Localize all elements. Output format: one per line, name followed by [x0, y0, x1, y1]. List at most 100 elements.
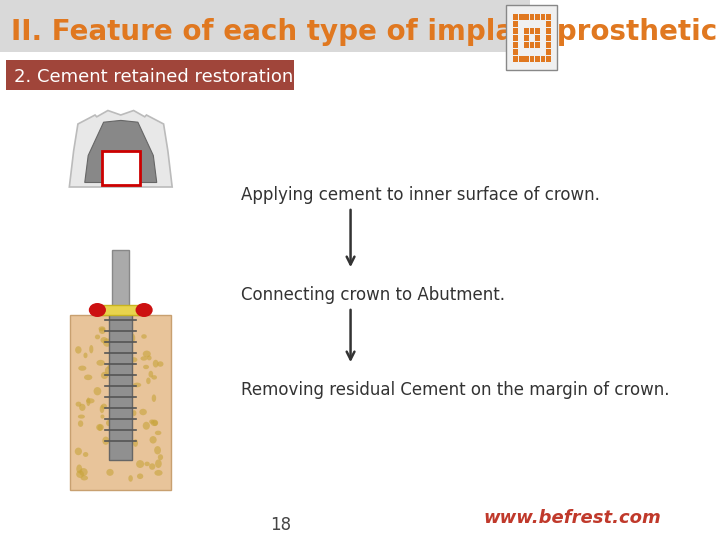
Ellipse shape: [103, 339, 111, 347]
Ellipse shape: [78, 415, 85, 419]
Ellipse shape: [158, 454, 163, 460]
Ellipse shape: [127, 430, 132, 439]
Ellipse shape: [83, 452, 89, 457]
FancyBboxPatch shape: [513, 42, 518, 48]
Ellipse shape: [96, 360, 105, 366]
FancyBboxPatch shape: [546, 56, 551, 62]
Ellipse shape: [105, 367, 112, 375]
Ellipse shape: [101, 337, 107, 343]
Ellipse shape: [75, 448, 82, 455]
FancyBboxPatch shape: [524, 28, 529, 34]
Ellipse shape: [135, 303, 153, 317]
Polygon shape: [85, 120, 157, 183]
Text: II. Feature of each type of implant prosthetic: II. Feature of each type of implant pros…: [11, 18, 717, 46]
FancyBboxPatch shape: [513, 35, 518, 41]
FancyBboxPatch shape: [530, 56, 534, 62]
Polygon shape: [102, 151, 140, 185]
Ellipse shape: [75, 346, 81, 354]
Ellipse shape: [120, 350, 129, 357]
Ellipse shape: [121, 389, 125, 394]
Ellipse shape: [102, 436, 109, 445]
FancyBboxPatch shape: [535, 28, 540, 34]
Ellipse shape: [97, 424, 103, 431]
Ellipse shape: [84, 353, 88, 358]
Ellipse shape: [143, 365, 149, 369]
FancyBboxPatch shape: [541, 56, 545, 62]
FancyBboxPatch shape: [524, 14, 529, 20]
Ellipse shape: [153, 420, 158, 426]
Ellipse shape: [150, 420, 158, 426]
FancyBboxPatch shape: [541, 14, 545, 20]
FancyBboxPatch shape: [546, 28, 551, 34]
FancyBboxPatch shape: [546, 49, 551, 55]
Ellipse shape: [154, 470, 163, 476]
Ellipse shape: [96, 424, 104, 431]
Ellipse shape: [121, 358, 125, 367]
Ellipse shape: [125, 330, 132, 335]
Ellipse shape: [149, 463, 156, 470]
FancyBboxPatch shape: [99, 305, 143, 315]
Ellipse shape: [141, 334, 147, 339]
FancyBboxPatch shape: [112, 250, 130, 310]
FancyBboxPatch shape: [524, 42, 529, 48]
FancyBboxPatch shape: [535, 56, 540, 62]
Ellipse shape: [78, 420, 84, 427]
Ellipse shape: [125, 327, 130, 334]
Ellipse shape: [130, 334, 135, 342]
Ellipse shape: [130, 357, 138, 362]
FancyBboxPatch shape: [535, 14, 540, 20]
Polygon shape: [69, 111, 172, 187]
Ellipse shape: [147, 355, 152, 360]
FancyBboxPatch shape: [524, 56, 529, 62]
Ellipse shape: [89, 303, 106, 317]
Ellipse shape: [146, 377, 150, 384]
Text: Removing residual Cement on the margin of crown.: Removing residual Cement on the margin o…: [241, 381, 670, 399]
FancyBboxPatch shape: [109, 310, 132, 460]
FancyBboxPatch shape: [530, 14, 534, 20]
Text: 2. Cement retained restoration: 2. Cement retained restoration: [14, 68, 293, 86]
FancyBboxPatch shape: [513, 21, 518, 27]
Ellipse shape: [79, 468, 88, 476]
Ellipse shape: [99, 326, 105, 331]
Ellipse shape: [120, 429, 125, 438]
FancyBboxPatch shape: [546, 14, 551, 20]
Text: Applying cement to inner surface of crown.: Applying cement to inner surface of crow…: [241, 186, 600, 204]
FancyBboxPatch shape: [546, 42, 551, 48]
Ellipse shape: [127, 323, 132, 330]
Ellipse shape: [155, 430, 161, 435]
Text: Connecting crown to Abutment.: Connecting crown to Abutment.: [241, 286, 505, 304]
FancyBboxPatch shape: [530, 42, 534, 48]
Ellipse shape: [111, 349, 115, 354]
Ellipse shape: [107, 364, 115, 370]
Ellipse shape: [101, 403, 107, 409]
Ellipse shape: [118, 357, 125, 362]
FancyBboxPatch shape: [6, 60, 294, 90]
FancyBboxPatch shape: [0, 0, 530, 52]
Ellipse shape: [79, 404, 86, 411]
FancyBboxPatch shape: [513, 28, 518, 34]
Ellipse shape: [94, 387, 102, 395]
Ellipse shape: [137, 474, 143, 479]
Ellipse shape: [78, 366, 86, 371]
Text: 18: 18: [270, 516, 291, 534]
Ellipse shape: [151, 375, 157, 380]
FancyBboxPatch shape: [506, 5, 557, 70]
FancyBboxPatch shape: [546, 21, 551, 27]
Ellipse shape: [86, 399, 94, 403]
Ellipse shape: [152, 394, 156, 402]
Ellipse shape: [76, 402, 81, 407]
FancyBboxPatch shape: [519, 14, 523, 20]
Ellipse shape: [99, 327, 106, 334]
Ellipse shape: [148, 371, 153, 377]
Ellipse shape: [133, 439, 138, 447]
Ellipse shape: [128, 475, 133, 482]
FancyBboxPatch shape: [513, 49, 518, 55]
Ellipse shape: [76, 470, 84, 478]
Ellipse shape: [106, 420, 113, 427]
FancyBboxPatch shape: [519, 56, 523, 62]
FancyBboxPatch shape: [70, 315, 171, 490]
FancyBboxPatch shape: [535, 42, 540, 48]
Ellipse shape: [89, 345, 94, 353]
Ellipse shape: [136, 460, 144, 468]
Ellipse shape: [101, 372, 108, 379]
